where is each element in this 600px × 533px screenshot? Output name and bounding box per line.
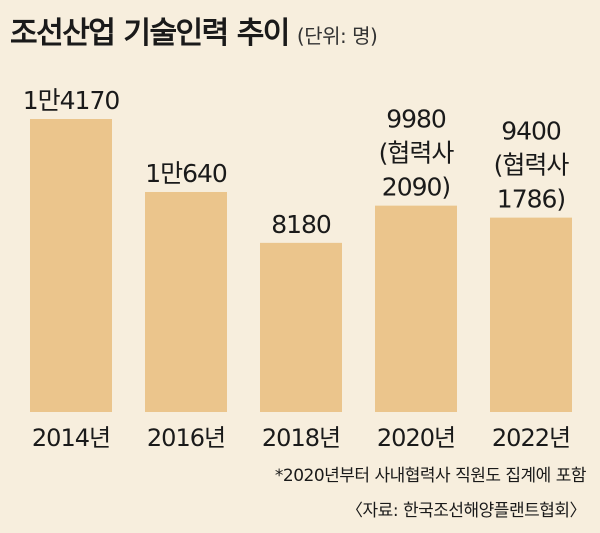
category-label-2: 2018년 <box>262 424 340 452</box>
bar-0 <box>30 119 112 412</box>
chart-title: 조선산업 기술인력 추이 <box>10 16 290 51</box>
value-label-1-0: 1만640 <box>145 159 227 188</box>
category-label-3: 2020년 <box>377 424 455 452</box>
value-label-0-0: 1만4170 <box>23 86 120 115</box>
bar-1 <box>145 191 227 412</box>
chart-header: 조선산업 기술인력 추이 (단위: 명) <box>10 8 378 52</box>
value-label-4-0: 9400 <box>501 117 561 146</box>
value-label-3-2: 2090) <box>382 173 450 202</box>
footnote-note: *2020년부터 사내협력사 직원도 집계에 포함 <box>274 466 587 486</box>
value-label-3-1: (협력사 <box>379 139 455 168</box>
footnote-source: 〈자료: 한국조선해양플랜트협회〉 <box>346 501 586 521</box>
value-label-3-0: 9980 <box>386 105 446 134</box>
category-label-1: 2016년 <box>147 424 225 452</box>
value-label-4-2: 1786) <box>497 185 565 214</box>
value-label-4-1: (협력사 <box>494 151 570 180</box>
category-label-0: 2014년 <box>32 424 110 452</box>
bar-4 <box>490 217 572 412</box>
unit-note: (단위: 명) <box>296 24 378 48</box>
value-label-2-0: 8180 <box>271 210 331 239</box>
bar-2 <box>260 242 342 412</box>
category-label-4: 2022년 <box>492 424 570 452</box>
bar-3 <box>375 205 457 412</box>
